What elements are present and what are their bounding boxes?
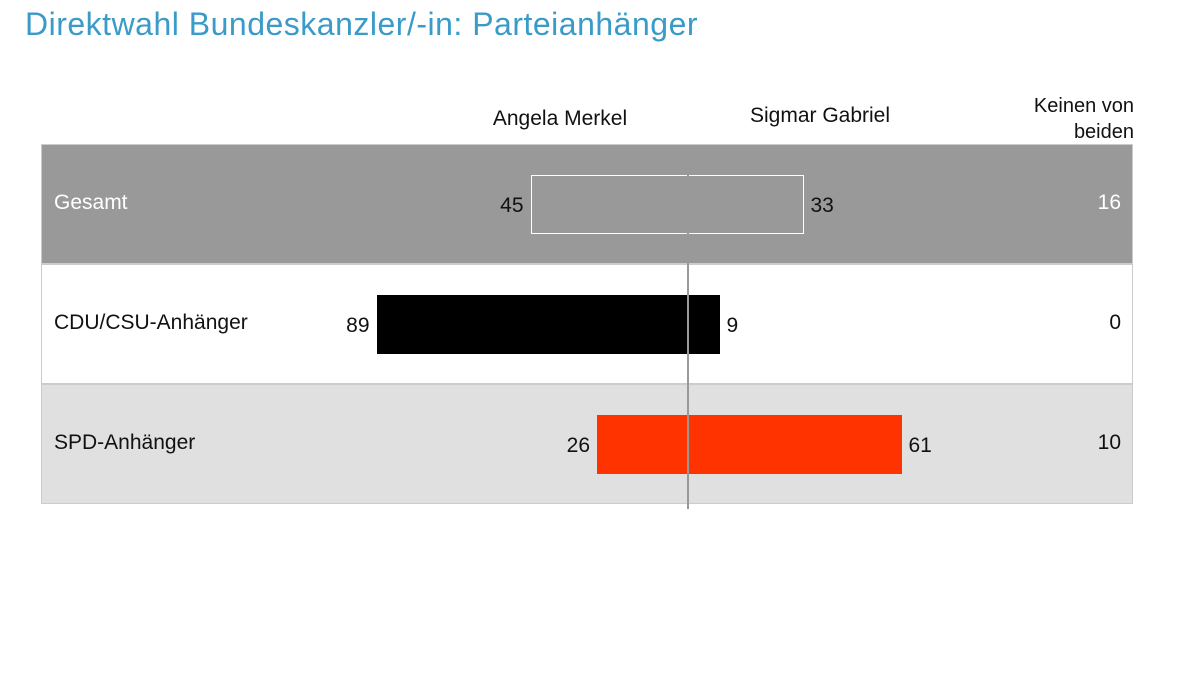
bar xyxy=(530,175,688,234)
chart-title: Direktwahl Bundeskanzler/-in: Parteianhä… xyxy=(25,6,699,42)
bar xyxy=(688,415,902,474)
value-label: 9 xyxy=(726,314,739,337)
row-label: SPD-Anhänger xyxy=(54,431,196,454)
row-background xyxy=(41,384,1133,504)
row-label: Gesamt xyxy=(54,191,128,214)
value-label: 16 xyxy=(1097,191,1121,214)
value-label: 61 xyxy=(908,434,932,457)
legend-label: Sigmar Gabriel xyxy=(749,104,891,127)
legend-label: Keinen von beiden xyxy=(1033,95,1134,143)
value-label: 26 xyxy=(566,434,590,457)
value-label: 0 xyxy=(1109,311,1121,334)
legend-label: Angela Merkel xyxy=(492,107,628,130)
bar xyxy=(376,295,688,354)
bar xyxy=(688,175,804,234)
value-label: 33 xyxy=(810,194,834,217)
value-label: 45 xyxy=(500,194,524,217)
value-label: 89 xyxy=(346,314,370,337)
value-label: 10 xyxy=(1097,431,1121,454)
bar xyxy=(597,415,688,474)
center-line xyxy=(687,174,689,509)
row-label: CDU/CSU-Anhänger xyxy=(54,311,248,334)
bar xyxy=(688,295,720,354)
